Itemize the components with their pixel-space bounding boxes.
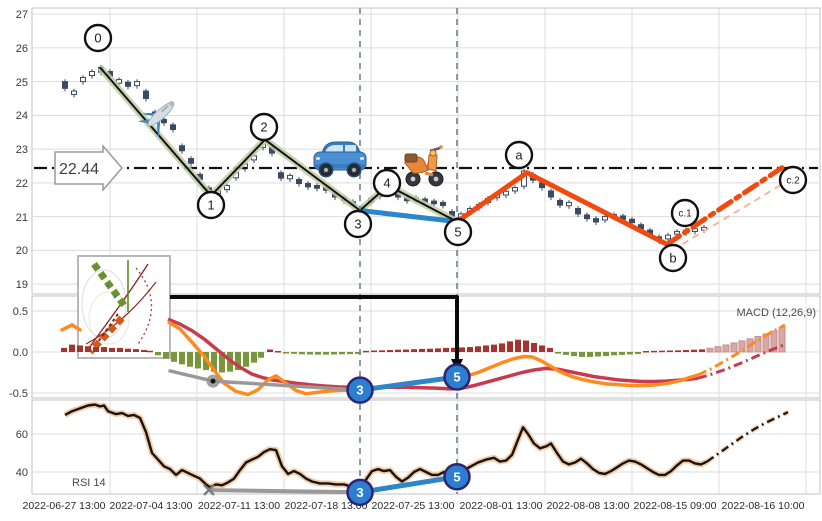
svg-text:3: 3 xyxy=(356,383,363,398)
svg-text:5: 5 xyxy=(453,469,460,484)
rsi-pivot-marker-5: 5 xyxy=(443,463,471,491)
rsi-pivot-marker-3: 3 xyxy=(346,478,374,507)
y-axis-price: 27 26 25 24 23 22 21 20 19 xyxy=(16,9,28,291)
svg-text:0: 0 xyxy=(94,31,101,46)
svg-text:1: 1 xyxy=(207,198,214,213)
macd-pivot-marker-5: 5 xyxy=(443,363,471,391)
y-axis-macd: 0.5 0.0 -0.5 xyxy=(9,306,28,400)
svg-text:2: 2 xyxy=(260,120,267,135)
x-tick: 2022-08-01 13:00 xyxy=(460,500,543,512)
svg-text:a: a xyxy=(515,148,523,163)
svg-text:5: 5 xyxy=(454,225,461,240)
price-tick: 20 xyxy=(16,245,28,257)
airplane-icon xyxy=(139,100,175,137)
y-axis-rsi: 60 40 xyxy=(16,429,28,479)
wave-circle-c.2: c.2 xyxy=(778,165,808,195)
x-tick: 2022-08-15 09:00 xyxy=(634,500,717,512)
vertical-marker-lines xyxy=(359,8,458,494)
gridlines xyxy=(31,7,821,495)
macd-tick: 0.5 xyxy=(13,306,28,318)
price-tick: 27 xyxy=(16,9,28,21)
price-callout: 22.44 xyxy=(54,143,123,193)
wave-circle-b: b xyxy=(658,243,688,273)
wave-circle-5: 5 xyxy=(443,217,473,247)
macd-panel-series xyxy=(60,317,786,397)
scooter-icon xyxy=(404,145,444,187)
svg-text:c.2: c.2 xyxy=(786,176,800,187)
x-tick: 2022-07-18 13:00 xyxy=(285,500,368,512)
x-tick: 2022-08-08 13:00 xyxy=(547,500,630,512)
rsi-tick: 40 xyxy=(16,467,28,479)
price-tick: 26 xyxy=(16,43,28,55)
price-tick: 25 xyxy=(16,77,28,89)
car-icon xyxy=(313,141,367,178)
macd-indicator-label: MACD (12,26,9) xyxy=(737,307,816,319)
wave-circle-1: 1 xyxy=(196,190,226,220)
macd-tick: -0.5 xyxy=(9,388,28,400)
rsi-tick: 60 xyxy=(16,429,28,441)
svg-text:b: b xyxy=(669,251,676,266)
svg-text:4: 4 xyxy=(383,176,390,191)
wave-circle-a: a xyxy=(504,140,534,170)
wave-circle-4: 4 xyxy=(372,168,402,198)
wave-circle-0: 0 xyxy=(83,23,113,53)
svg-text:3: 3 xyxy=(354,217,361,232)
price-tick: 23 xyxy=(16,144,28,156)
wave-circle-c.1: c.1 xyxy=(670,198,700,228)
pattern-inset-thumbnail xyxy=(77,255,171,359)
svg-text:c.1: c.1 xyxy=(678,209,692,220)
wave-circle-3: 3 xyxy=(343,209,373,239)
price-callout-value: 22.44 xyxy=(59,161,99,178)
x-tick: 2022-07-11 13:00 xyxy=(198,500,280,512)
price-tick: 22 xyxy=(16,178,28,190)
x-tick: 2022-07-25 13:00 xyxy=(372,500,455,512)
rsi-indicator-label: RSI 14 xyxy=(72,477,106,489)
macd-pivot-marker-3: 3 xyxy=(346,376,374,404)
price-panel-series xyxy=(34,65,818,252)
wave-circle-2: 2 xyxy=(249,112,279,142)
svg-text:5: 5 xyxy=(453,370,460,385)
price-tick: 24 xyxy=(16,110,28,122)
macd-tick: 0.0 xyxy=(13,347,28,359)
x-tick: 2022-06-27 13:00 xyxy=(23,500,106,512)
x-tick: 2022-08-16 10:00 xyxy=(722,500,805,512)
price-tick: 21 xyxy=(16,212,28,224)
x-axis-labels: 2022-06-27 13:00 2022-07-04 13:00 2022-0… xyxy=(23,500,805,512)
wave-annotations: 3 5 3 5 0 1 2 3 4 5 a b c.1 c.2 xyxy=(83,23,808,507)
pattern-connector-line xyxy=(170,295,459,360)
rsi-panel-series xyxy=(63,401,790,496)
x-tick: 2022-07-04 13:00 xyxy=(110,500,193,512)
svg-text:3: 3 xyxy=(356,485,363,500)
price-tick: 19 xyxy=(16,279,28,291)
